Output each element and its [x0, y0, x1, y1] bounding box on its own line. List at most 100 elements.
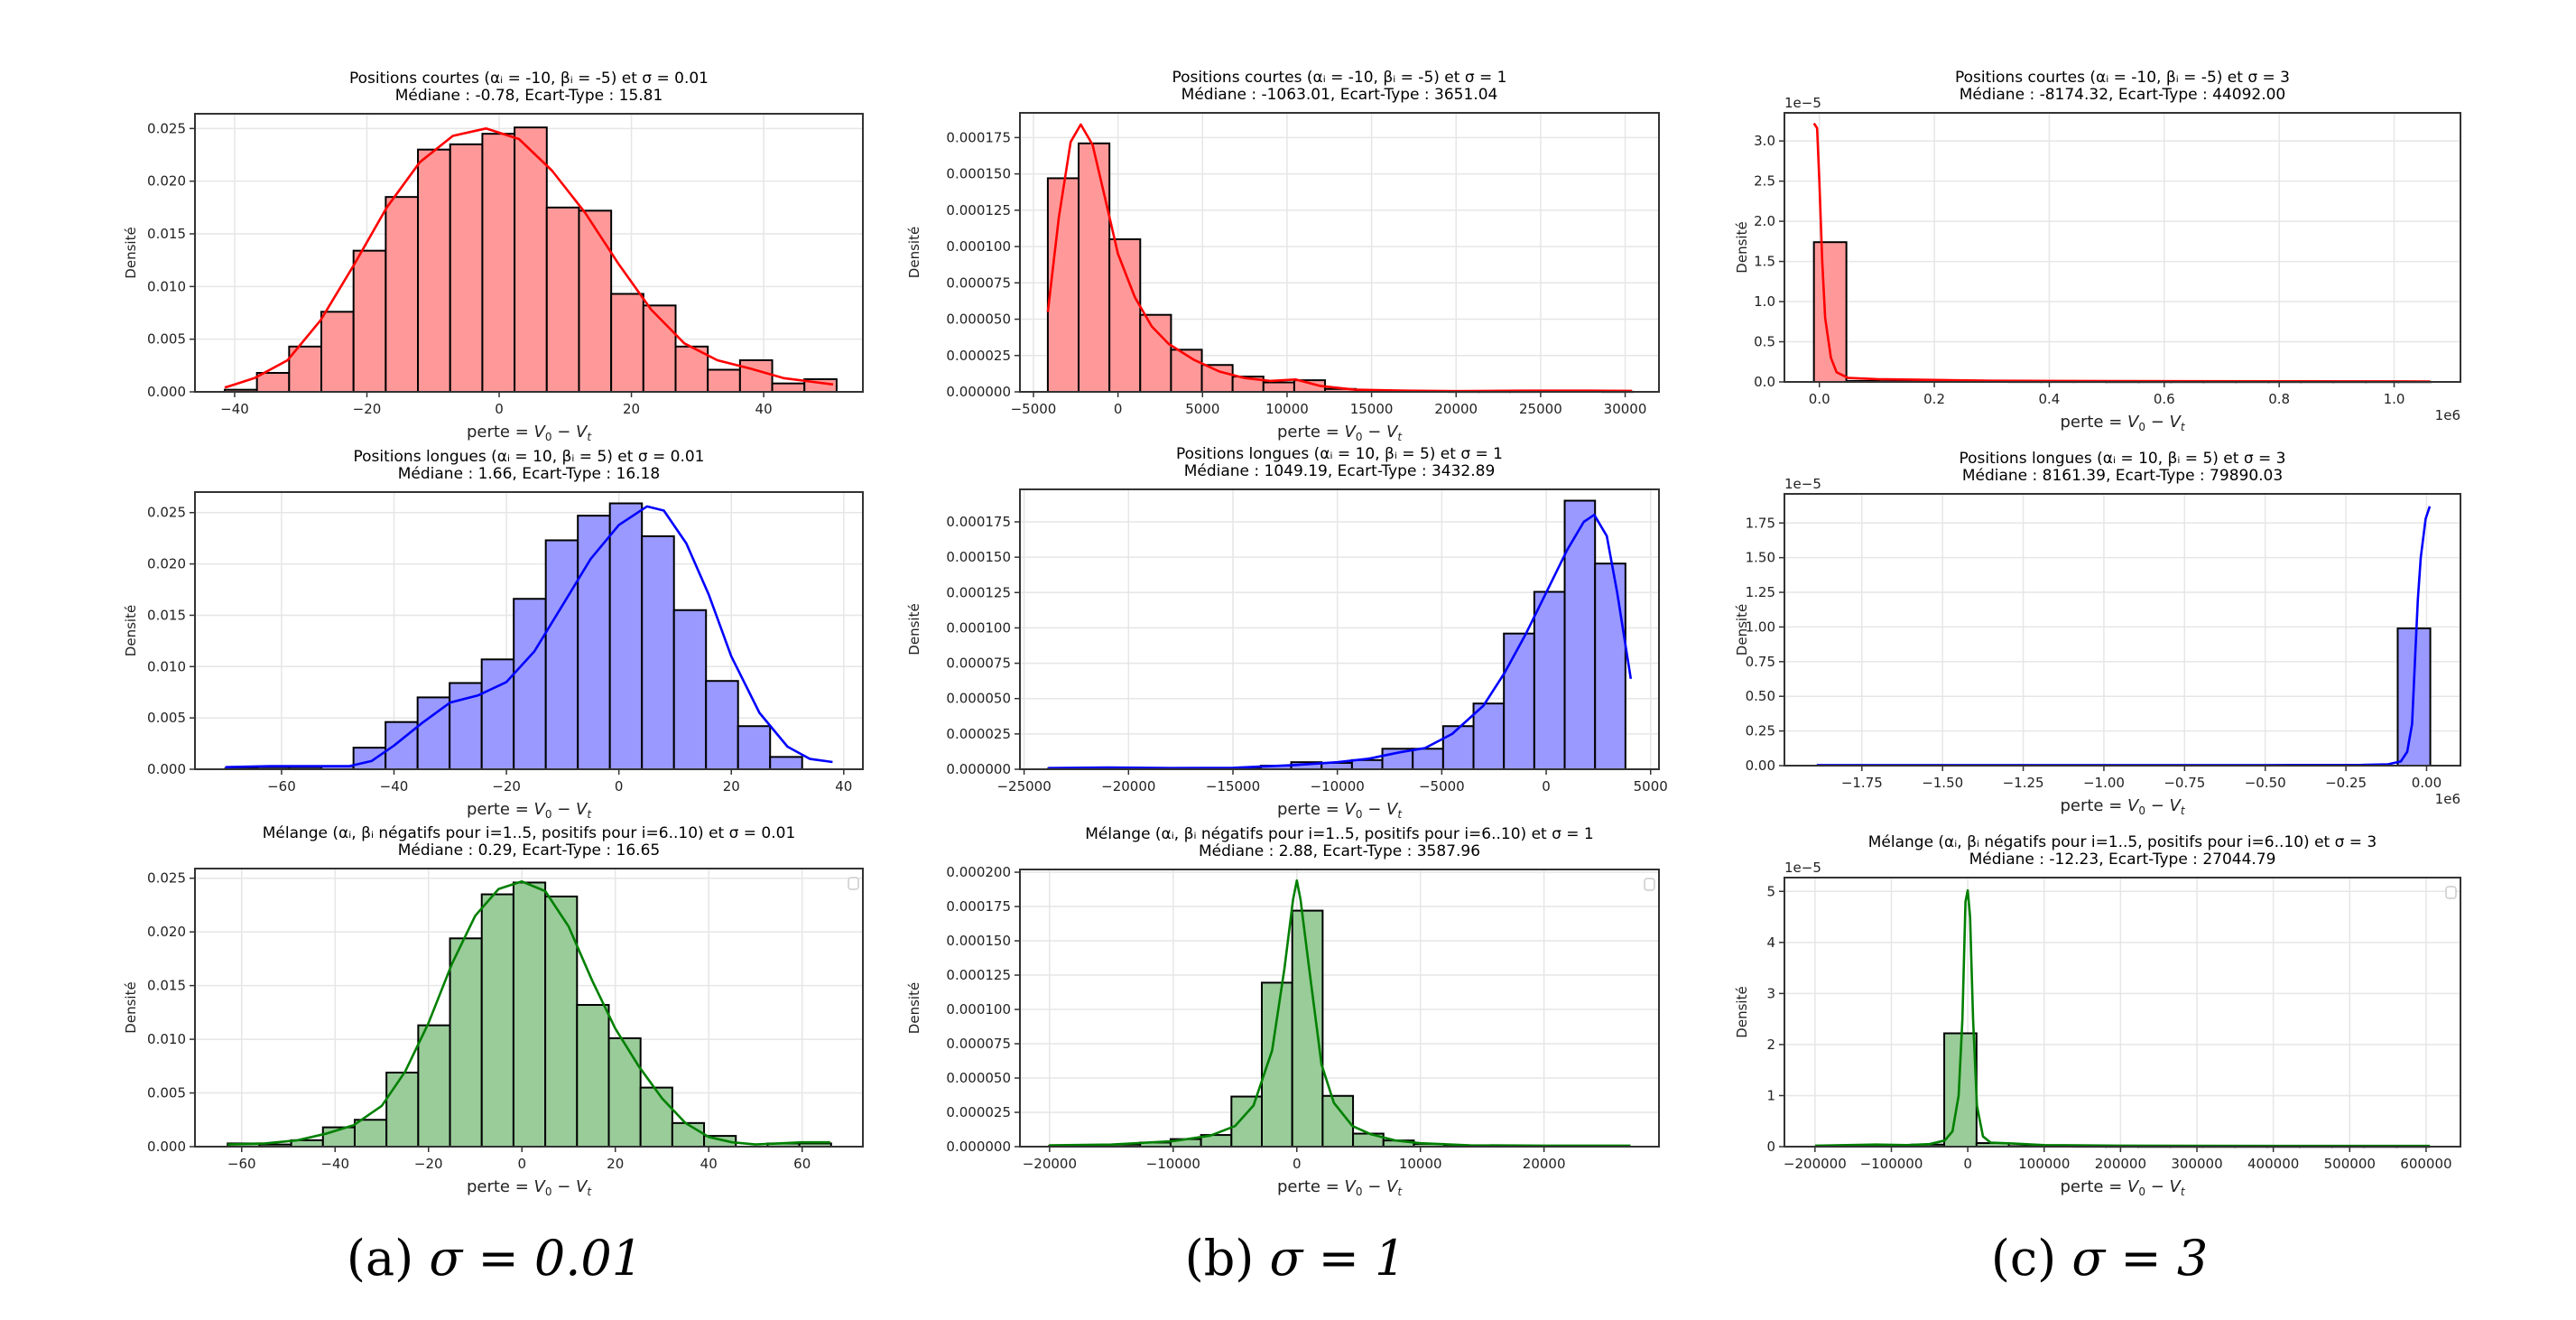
- x-offset-label: 1e6: [2435, 791, 2460, 807]
- y-axis-label: Densité: [906, 982, 922, 1034]
- y-tick-label: 0.015: [147, 978, 186, 994]
- histogram-bar: [1412, 748, 1444, 770]
- x-axis-label-minus: −: [1362, 1177, 1386, 1196]
- y-tick-label: 0.000075: [946, 655, 1011, 672]
- x-tick-label: −20: [414, 1156, 443, 1172]
- x-tick-label: −1.50: [1922, 775, 1963, 791]
- x-axis-label: perte = V0 − Vt: [2060, 1177, 2185, 1198]
- y-tick-label: 0.0: [1754, 374, 1775, 390]
- y-axis-label: Densité: [906, 227, 922, 278]
- y-tick-label: 1.25: [1746, 584, 1775, 600]
- histogram-bar: [578, 209, 613, 393]
- histogram-bar: [288, 345, 323, 394]
- x-axis-label-v0: V: [1345, 800, 1357, 819]
- x-axis-label-v0: V: [1345, 423, 1357, 442]
- histogram-bar: [352, 249, 387, 393]
- x-tick-label: 40: [700, 1156, 718, 1172]
- x-tick-label: −0.50: [2245, 775, 2286, 791]
- histogram-bar: [544, 539, 579, 770]
- kde-curve: [1812, 122, 2431, 383]
- x-axis-label-subt: t: [2181, 804, 2186, 817]
- x-tick-label: 10000: [1265, 401, 1309, 417]
- x-axis-label-minus: −: [551, 1177, 576, 1196]
- y-tick-label: 2: [1766, 1036, 1775, 1053]
- x-tick-label: 400000: [2247, 1156, 2299, 1172]
- histogram-bar: [641, 535, 675, 770]
- y-offset-label: 1e−5: [1784, 476, 1821, 492]
- y-tick-label: 0.010: [147, 278, 186, 294]
- y-tick-label: 0.000025: [946, 348, 1011, 364]
- x-tick-label: 40: [835, 778, 852, 795]
- x-axis-label-subt: t: [2181, 1185, 2186, 1198]
- x-axis-label-v0: V: [534, 800, 547, 819]
- x-axis-label-vt: V: [576, 1177, 588, 1196]
- x-axis-label-sub0: 0: [1356, 431, 1363, 443]
- kde-curve: [227, 879, 830, 1146]
- x-axis-label: perte = V0 − Vt: [2060, 796, 2185, 817]
- histogram-bar: [1503, 632, 1535, 770]
- y-tick-label: 0.25: [1746, 723, 1775, 739]
- x-tick-label: −10000: [1311, 778, 1365, 795]
- y-axis-label: Densité: [123, 227, 139, 278]
- histogram-bar: [705, 680, 739, 771]
- y-tick-label: 0.000100: [946, 238, 1011, 255]
- x-tick-label: −20: [492, 778, 521, 795]
- y-tick-label: 0.000050: [946, 1070, 1011, 1086]
- y-tick-label: 0.000150: [946, 549, 1011, 565]
- x-axis-label-subt: t: [1397, 808, 1403, 821]
- x-tick-label: −15000: [1206, 778, 1260, 795]
- y-axis-label: Densité: [123, 605, 139, 656]
- caption-b-sigma: σ = 1: [1269, 1230, 1406, 1287]
- kde-curve: [1046, 123, 1633, 393]
- chart-panel: Positions courtes (αᵢ = -10, βᵢ = -5) et…: [1734, 69, 2461, 433]
- y-tick-label: 0.000025: [946, 726, 1011, 742]
- x-tick-label: 0.00: [2412, 775, 2442, 791]
- y-tick-label: 0.75: [1746, 654, 1775, 670]
- caption-c: (c) σ = 3: [1991, 1230, 2208, 1287]
- chart-panel: Positions courtes (αᵢ = -10, βᵢ = -5) et…: [906, 69, 1660, 443]
- x-tick-label: 0.6: [2154, 391, 2175, 407]
- y-tick-label: 0.000025: [946, 1104, 1011, 1120]
- x-axis-label-sub0: 0: [545, 808, 552, 821]
- chart-title: Positions longues (αᵢ = 10, βᵢ = 5) et σ…: [1960, 450, 2286, 468]
- x-axis-label-v0: V: [2127, 413, 2140, 432]
- x-tick-label: 5000: [1185, 401, 1219, 417]
- x-axis-label-minus: −: [2145, 1177, 2170, 1196]
- y-tick-label: 0.025: [147, 120, 186, 136]
- legend-box: [1644, 878, 1655, 891]
- x-tick-label: 0.0: [1809, 391, 1830, 407]
- x-axis-label-minus: −: [1362, 423, 1386, 442]
- x-tick-label: 600000: [2400, 1156, 2451, 1172]
- y-tick-label: 1.00: [1746, 618, 1775, 635]
- histogram-bar: [576, 1004, 610, 1148]
- chart-panel: Positions longues (αᵢ = 10, βᵢ = 5) et σ…: [906, 445, 1668, 821]
- x-tick-label: −25000: [996, 778, 1051, 795]
- x-tick-label: −1.25: [2003, 775, 2044, 791]
- y-tick-label: 0.000: [147, 761, 186, 777]
- chart-subtitle: Médiane : -1063.01, Ecart-Type : 3651.04: [1181, 86, 1498, 104]
- caption-b-label: (b): [1184, 1230, 1255, 1287]
- x-tick-label: 20000: [1523, 1156, 1566, 1172]
- x-tick-label: −0.75: [2164, 775, 2205, 791]
- histogram-bar: [1441, 725, 1475, 771]
- x-tick-label: 20: [623, 401, 640, 417]
- histogram-bar: [514, 126, 548, 394]
- x-axis-label: perte = V0 − Vt: [1277, 1177, 1403, 1198]
- histogram-bar: [513, 598, 547, 770]
- histogram-bar: [255, 372, 291, 393]
- x-tick-label: 20000: [1434, 401, 1478, 417]
- x-tick-label: −40: [220, 401, 249, 417]
- caption-a-sigma: σ = 0.01: [429, 1230, 644, 1287]
- histogram-bar: [1594, 562, 1626, 770]
- legend-box: [848, 877, 859, 890]
- x-tick-label: −5000: [1419, 778, 1465, 795]
- chart-subtitle: Médiane : -12.23, Ecart-Type : 27044.79: [1969, 851, 2276, 869]
- x-axis-label-sub0: 0: [545, 1185, 552, 1198]
- x-axis-label-sub0: 0: [2138, 804, 2145, 817]
- chart-panel: Mélange (αᵢ, βᵢ négatifs pour i=1..5, po…: [1734, 833, 2461, 1198]
- x-axis-label-sub0: 0: [545, 431, 552, 443]
- axes-frame: [1784, 877, 2461, 1148]
- axes-frame: [1019, 869, 1660, 1148]
- x-axis-label-v0: V: [2127, 1177, 2140, 1196]
- histogram-bar: [512, 881, 547, 1148]
